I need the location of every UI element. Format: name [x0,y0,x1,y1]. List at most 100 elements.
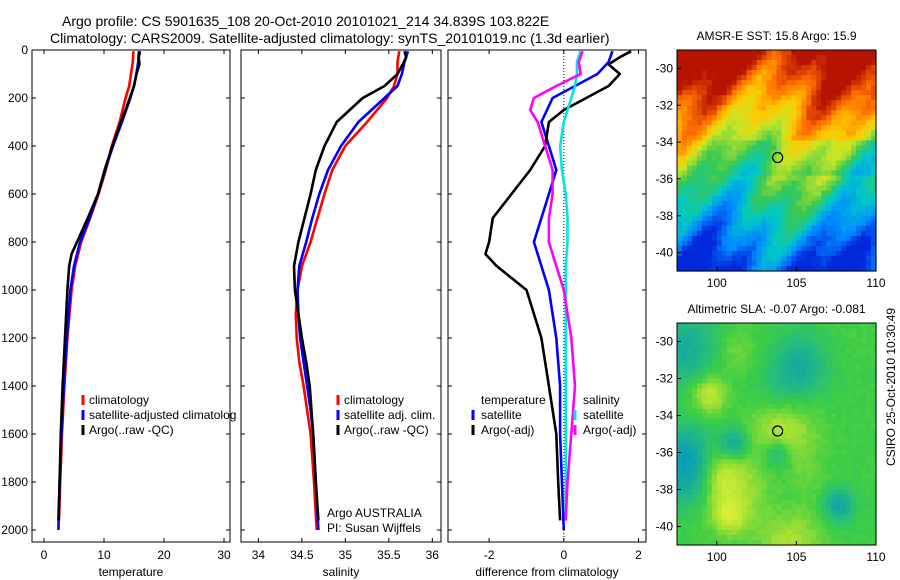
heatmap-cell [766,494,773,501]
heatmap-cell [741,338,748,344]
heatmap-cell [756,185,763,192]
heatmap-cell [726,145,733,152]
heatmap-cell [841,55,847,61]
heatmap-cell [716,70,723,76]
heatmap-cell [811,428,817,435]
heatmap-cell [721,145,728,152]
heatmap-cell [846,130,852,136]
heatmap-cell [731,514,738,521]
heatmap-cell [841,388,847,395]
heatmap-cell [746,170,753,177]
heatmap-cell [831,80,837,86]
heatmap-cell [771,514,778,521]
heatmap-cell [796,454,802,460]
heatmap-cell [766,449,773,455]
heatmap-cell [756,65,763,71]
heatmap-cell [806,240,812,247]
heatmap-cell [731,130,738,136]
x-tick-label: 30 [217,548,231,562]
heatmap-cell [791,80,797,86]
heatmap-cell [781,363,788,370]
heatmap-cell [791,200,797,207]
heatmap-cell [851,474,857,481]
heatmap-cell [677,145,683,152]
heatmap-cell [826,110,832,116]
heatmap-cell [851,479,857,486]
heatmap-cell [696,333,703,339]
heatmap-cell [866,474,872,481]
heatmap-cell [766,484,773,491]
heatmap-cell [776,539,783,546]
heatmap-cell [736,343,743,349]
heatmap-cell [716,230,723,237]
heatmap-cell [721,255,728,262]
heatmap-cell [851,75,857,81]
heatmap-cell [861,444,867,450]
heatmap-cell [731,474,738,481]
heatmap-cell [751,454,758,460]
heatmap-cell [746,205,753,212]
heatmap-cell [716,140,723,147]
heatmap-cell [771,398,778,405]
heatmap-cell [731,70,738,76]
heatmap-cell [831,524,837,531]
heatmap-cell [846,150,852,157]
heatmap-cell [731,368,738,375]
heatmap-cell [776,454,783,460]
heatmap-cell [821,449,827,455]
sla-heatmap [677,323,877,546]
heatmap-cell [701,413,708,420]
heatmap-cell [691,125,698,131]
heatmap-cell [771,353,778,359]
heatmap-cell [716,105,723,111]
heatmap-cell [821,200,827,207]
heatmap-cell [686,449,693,455]
x-tick-label: 10 [97,548,111,562]
heatmap-cell [756,115,763,121]
heatmap-cell [826,210,832,217]
heatmap-cell [811,90,817,96]
heatmap-cell [726,333,733,339]
heatmap-cell [691,100,698,106]
heatmap-cell [811,70,817,76]
heatmap-cell [781,250,788,257]
heatmap-cell [691,255,698,262]
heatmap-cell [721,343,728,349]
heatmap-cell [731,529,738,536]
heatmap-cell [741,434,748,440]
heatmap-cell [701,484,708,491]
heatmap-cell [821,65,827,71]
heatmap-cell [811,260,817,267]
heatmap-cell [871,75,877,81]
heatmap-cell [726,383,733,390]
heatmap-cell [731,50,738,56]
heatmap-cell [766,190,773,197]
heatmap-cell [776,220,783,227]
legend-label: satellite [481,408,522,422]
heatmap-cell [691,484,698,491]
heatmap-cell [801,489,807,496]
heatmap-cell [776,519,783,526]
heatmap-cell [711,383,718,390]
heatmap-cell [751,190,758,197]
heatmap-cell [746,378,753,385]
heatmap-cell [816,449,822,455]
heatmap-cell [746,328,753,334]
heatmap-cell [726,489,733,496]
heatmap-cell [756,469,763,475]
heatmap-cell [681,358,688,364]
heatmap-cell [836,428,842,435]
heatmap-cell [866,190,872,197]
heatmap-cell [851,165,857,172]
heatmap-cell [846,439,852,445]
heatmap-cell [736,504,743,511]
heatmap-cell [771,160,778,167]
heatmap-cell [701,479,708,486]
heatmap-cell [846,195,852,202]
series-line-0-2 [57,50,142,521]
heatmap-cell [826,70,832,76]
heatmap-cell [816,378,822,385]
heatmap-cell [706,185,713,192]
heatmap-cell [806,245,812,252]
heatmap-cell [786,155,793,162]
